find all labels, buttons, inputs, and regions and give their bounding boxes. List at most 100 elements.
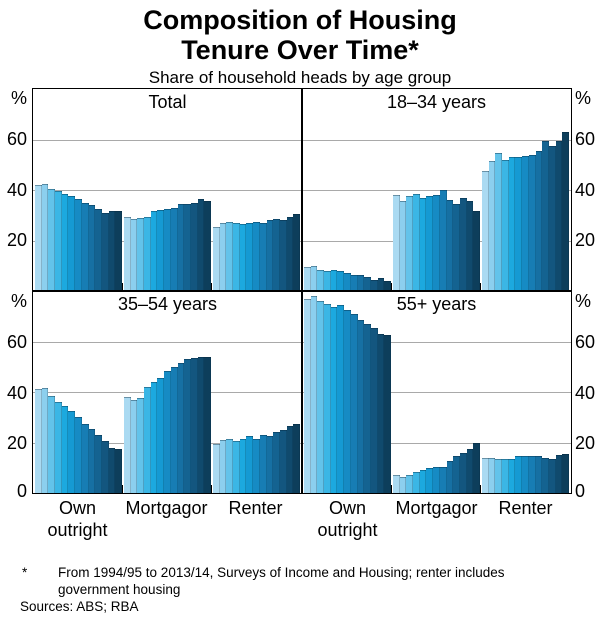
bar [370, 279, 378, 291]
y-axis-label-right: % [575, 291, 592, 311]
bar-group-mortgagor [393, 291, 480, 493]
gridline-40 [302, 392, 571, 393]
y-axis-label-left: 20 [6, 433, 27, 454]
bar [115, 211, 122, 291]
bar [184, 203, 191, 291]
y-axis-label-right: 40 [575, 382, 596, 403]
bar [204, 201, 211, 291]
category-label-mortgagor: Mortgagor [125, 497, 207, 519]
bar [562, 453, 569, 493]
y-axis-label-right: 60 [575, 331, 596, 352]
bar [197, 198, 205, 291]
sources-line: Sources: ABS; RBA [20, 599, 139, 614]
bar [246, 222, 254, 291]
bar [137, 398, 145, 493]
bar [522, 456, 529, 493]
bar [164, 208, 171, 291]
category-label-line: Own [58, 498, 97, 518]
bar [364, 323, 371, 493]
bar-group-own-outright [35, 291, 122, 493]
bar [219, 222, 227, 291]
y-axis-label-left: % [10, 88, 27, 108]
panel-total: Total [33, 89, 302, 291]
bar [433, 195, 440, 291]
bar [488, 160, 496, 291]
bar [164, 370, 171, 493]
bar-group-renter [482, 89, 569, 291]
bar [259, 222, 267, 291]
category-label-line: Mortgagor [125, 498, 208, 518]
bar [177, 362, 185, 493]
y-axis-label-right: % [575, 88, 592, 108]
bar [377, 278, 385, 291]
bar [377, 333, 385, 493]
bar [226, 438, 234, 493]
gridline-60 [33, 139, 302, 141]
bar [344, 273, 351, 291]
bar [310, 265, 318, 291]
category-label-line: Renter [228, 498, 283, 518]
panel-35-54-years: 35–54 years [33, 291, 302, 493]
bar [317, 301, 325, 493]
bar [406, 196, 414, 291]
bar [384, 335, 391, 493]
bar [150, 211, 158, 291]
bar [522, 155, 529, 291]
y-axis-label-right: 20 [575, 433, 596, 454]
bar [150, 381, 158, 493]
bar [253, 221, 260, 291]
bar [535, 150, 543, 291]
bar [399, 201, 407, 291]
bar [542, 457, 549, 493]
bar [130, 219, 138, 291]
axis-tick [121, 283, 124, 291]
bar [473, 211, 480, 291]
bar [413, 193, 420, 291]
bar [304, 298, 311, 493]
panel-horizontal-divider [33, 290, 571, 292]
bar [406, 475, 414, 493]
gridline-60 [302, 139, 571, 141]
category-label-line: Own [328, 498, 367, 518]
bar [115, 448, 122, 493]
bar [337, 270, 345, 291]
category-label-renter: Renter [228, 497, 282, 519]
bar [357, 274, 365, 291]
bar [413, 471, 420, 493]
bar [555, 455, 563, 493]
bar [259, 434, 267, 493]
bar [459, 452, 467, 493]
bar [253, 438, 260, 493]
bar [508, 458, 516, 493]
category-label-mortgagor: Mortgagor [395, 497, 477, 519]
bar [439, 466, 447, 493]
category-label-line: Renter [498, 498, 553, 518]
gridline-60 [33, 341, 302, 343]
bar [310, 296, 318, 493]
y-axis-label-left: % [10, 291, 27, 311]
bar [75, 198, 82, 291]
bar [399, 476, 407, 493]
bar [124, 397, 131, 493]
panel-title: 18–34 years [386, 92, 487, 112]
bar [330, 307, 338, 493]
bar [144, 386, 151, 493]
bar [535, 456, 543, 493]
bar [548, 145, 556, 291]
bar [81, 202, 89, 291]
bar-group-mortgagor [393, 89, 480, 291]
bar [170, 366, 178, 493]
axis-tick [210, 283, 213, 291]
panel-title: 55+ years [396, 294, 477, 314]
bar [266, 436, 274, 493]
bar [419, 470, 427, 493]
bar [515, 157, 523, 291]
bar [446, 461, 454, 493]
bar [75, 417, 82, 493]
bar [95, 434, 102, 493]
bar [495, 153, 503, 291]
bar [542, 140, 549, 291]
bar [293, 214, 300, 291]
bar-group-renter [482, 291, 569, 493]
